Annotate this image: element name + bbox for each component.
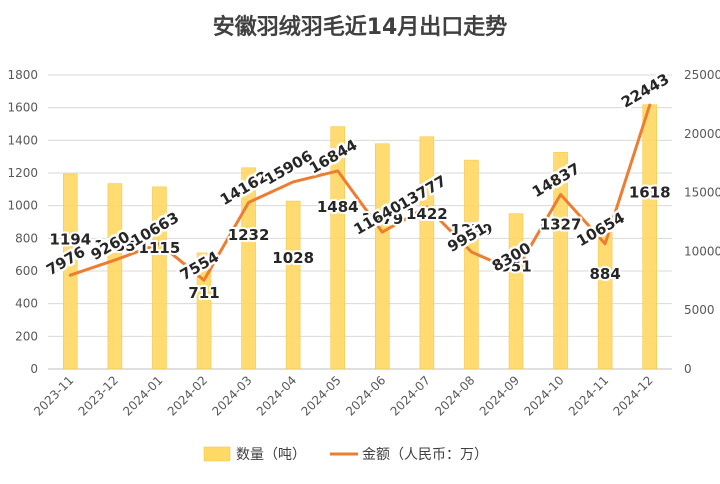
bar	[152, 186, 167, 370]
x-axis-tick-label: 2024-03	[209, 373, 254, 418]
right-axis-layer: 0 5000 10000 15000 20000 25000	[684, 68, 720, 376]
bar	[107, 183, 123, 370]
left-axis-tick-label: 200	[15, 329, 38, 343]
bar-value-label: 1115	[139, 239, 181, 257]
bar	[553, 151, 568, 370]
x-axis-tick-label: 2024-12	[610, 373, 655, 418]
x-axis-tick-label: 2024-01	[120, 373, 165, 418]
bar	[597, 224, 613, 370]
x-axis-tick-label: 2024-08	[432, 373, 477, 418]
bar-value-label: 951	[500, 257, 531, 275]
bar-value-label: 1379	[361, 210, 403, 228]
bar-value-label: 1484	[317, 198, 359, 216]
left-axis-tick-label: 800	[15, 231, 38, 245]
left-axis-tick-label: 400	[15, 297, 38, 311]
x-axis-tick-label: 2024-02	[165, 373, 210, 418]
bar-value-label: 884	[589, 265, 620, 283]
left-axis-tick-label: 1200	[7, 166, 38, 180]
chart-title: 安徽羽绒羽毛近14月出口走势	[213, 14, 508, 40]
bar	[508, 213, 524, 370]
x-axis-tick-label: 2024-05	[298, 373, 343, 418]
bar	[642, 104, 658, 370]
bar	[374, 143, 390, 370]
right-axis-tick-label: 25000	[684, 68, 720, 82]
bar-value-label: 1135	[94, 237, 136, 255]
legend-label-quantity: 数量（吨）	[236, 447, 306, 463]
x-axis-tick-label: 2024-10	[521, 373, 566, 418]
bar-value-label: 1422	[406, 205, 448, 223]
amount-series-line	[68, 103, 652, 282]
legend-swatch-quantity	[203, 446, 231, 462]
left-axis-tick-label: 0	[30, 362, 38, 376]
left-axis-tick-label: 600	[15, 264, 38, 278]
x-axis-tick-label: 2024-06	[343, 373, 388, 418]
left-axis-tick-label: 1600	[7, 101, 38, 115]
right-axis-tick-label: 0	[684, 362, 692, 376]
bar	[464, 159, 479, 370]
x-axis-tick-label: 2023-11	[31, 373, 76, 418]
x-axis-tick-label: 2024-09	[477, 373, 522, 418]
bar	[285, 200, 301, 370]
bar-value-label: 1618	[629, 183, 671, 201]
bar-value-label: 1028	[272, 249, 314, 267]
legend-label-amount: 金额（人民币：万）	[362, 447, 488, 463]
left-axis-tick-label: 1000	[7, 199, 38, 213]
bar	[419, 136, 435, 370]
x-axis-tick-label: 2024-04	[254, 373, 299, 418]
line-value-label: 15906	[262, 147, 316, 189]
x-axis-tick-label: 2023-12	[76, 373, 121, 418]
right-axis-tick-label: 10000	[684, 244, 720, 258]
left-axis-layer: 0 200 400 600 800 1000 1200 1400 1600 1800	[7, 68, 38, 376]
line-layer	[68, 103, 652, 282]
right-axis-tick-label: 20000	[684, 127, 720, 141]
left-axis-tick-label: 1400	[7, 133, 38, 147]
bar	[241, 167, 256, 370]
right-axis-tick-label: 5000	[684, 303, 715, 317]
legend: 数量（吨） 金额（人民币：万）	[203, 446, 488, 463]
bar-value-label: 711	[188, 284, 219, 302]
bar	[196, 252, 212, 370]
x-axis-tick-label: 2024-11	[566, 373, 611, 418]
x-axis-tick-label: 2024-07	[388, 373, 433, 418]
right-axis-tick-label: 15000	[684, 186, 720, 200]
left-axis-tick-label: 1800	[7, 68, 38, 82]
x-axis-layer: 2023-11 2023-12 2024-01 2024-02 2024-03 2024-…	[31, 373, 656, 418]
bar	[330, 126, 346, 370]
bar-value-label: 1194	[49, 230, 91, 248]
grid-layer	[48, 74, 672, 370]
bar-value-label: 1279	[451, 221, 493, 239]
bars-layer	[62, 104, 658, 370]
bar-value-label: 1232	[228, 226, 270, 244]
bar-value-label: 1327	[540, 216, 582, 234]
